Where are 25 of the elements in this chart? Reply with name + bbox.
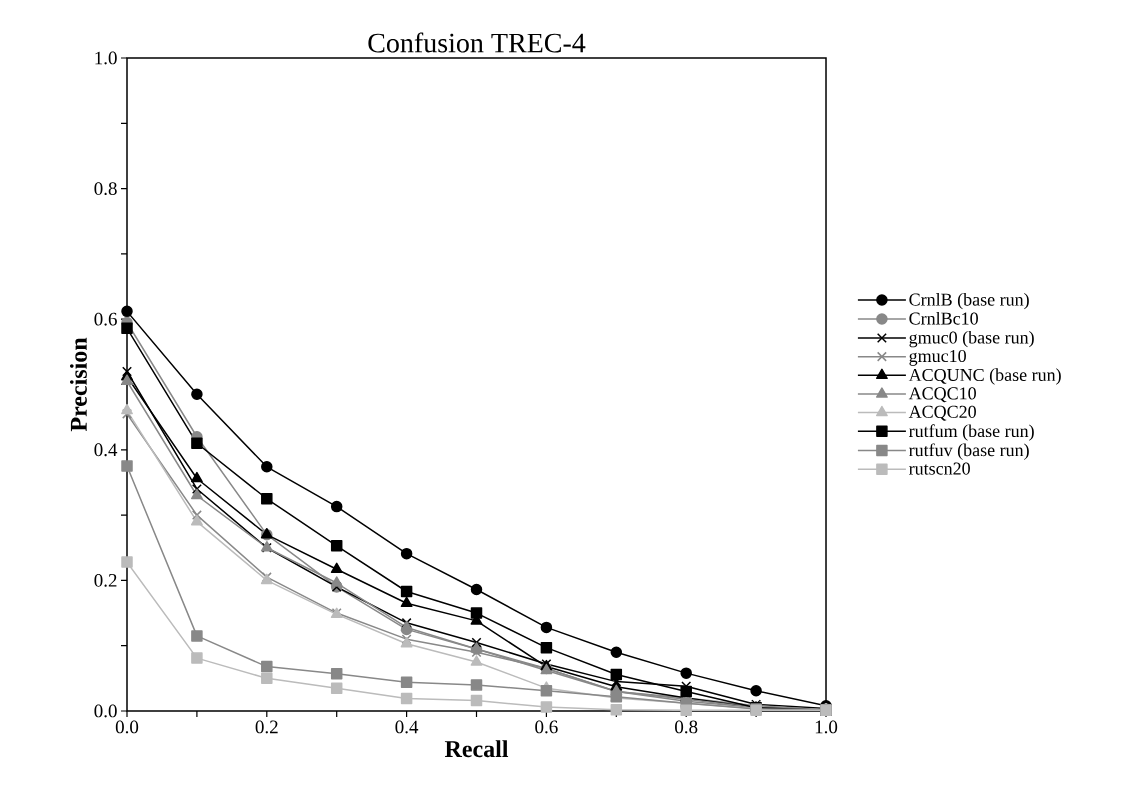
legend-label: gmuc10 [909,349,966,366]
y-tick-label: 0.4 [94,443,118,457]
legend-label: rutfuv (base run) [909,443,1029,460]
legend-label: ACQC20 [908,405,976,421]
x-tick-label: 0.8 [675,720,698,734]
x-tick-label: 0.0 [115,720,139,734]
chart-title: Confusion TREC-4 [368,32,586,53]
legend-label: rutfum (base run) [909,424,1034,441]
legend-label: rutscn20 [909,462,970,475]
legend-label: CrnlB (base run) [909,293,1029,310]
legend-label: CrnlBc10 [909,311,978,325]
y-tick-label: 0.8 [94,182,117,196]
x-tick-label: 0.2 [255,720,278,734]
legend-label: ACQUNC (base run) [908,368,1061,385]
y-tick-label: 0.6 [94,312,117,326]
y-tick-label: 1.0 [95,51,117,65]
legend-label: ACQC10 [908,387,976,403]
x-tick-label: 0.4 [395,720,419,734]
x-tick-label: 1.0 [815,720,838,734]
y-tick-label: 0.2 [94,573,117,587]
legend-label: gmuc0 (base run) [909,330,1034,348]
x-tick-label: 0.6 [535,720,558,734]
y-tick-label: 0.0 [94,704,117,718]
y-axis-title: Precision [70,337,87,432]
x-axis-title: Recall [444,740,509,758]
